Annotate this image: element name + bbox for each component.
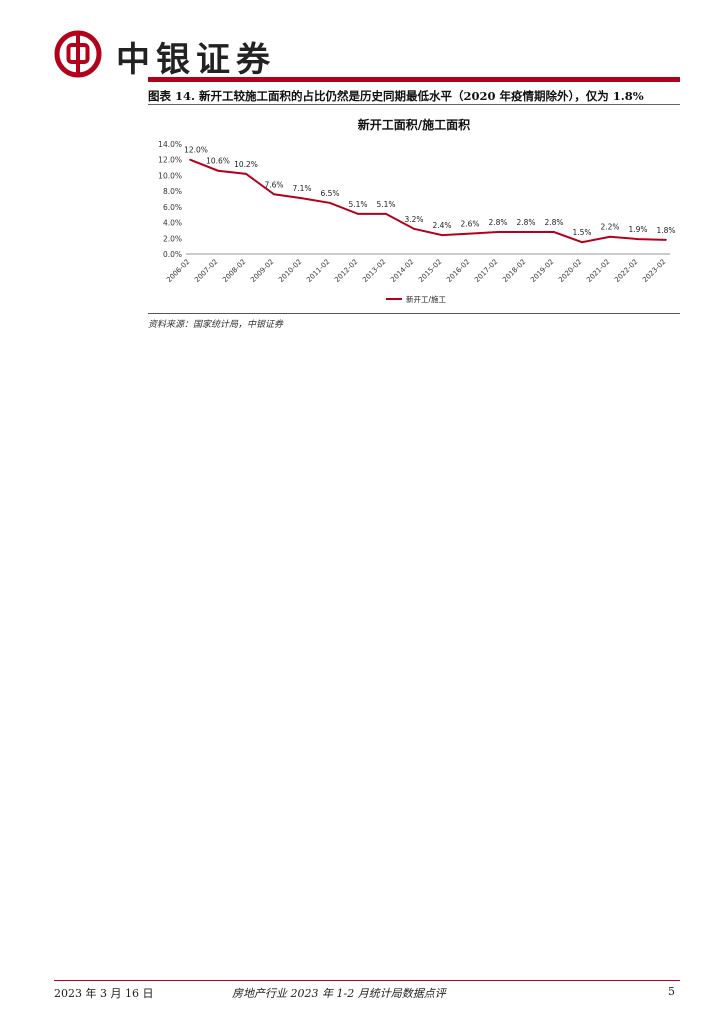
y-tick-label: 6.0% bbox=[163, 203, 182, 212]
data-point bbox=[609, 235, 611, 238]
data-point bbox=[581, 241, 583, 244]
data-label: 7.6% bbox=[264, 180, 283, 189]
footer-report-title: 房地产行业 2023 年 1-2 月统计局数据点评 bbox=[232, 987, 446, 1000]
x-tick-label: 2008-02 bbox=[221, 258, 247, 284]
x-tick-label: 2020-02 bbox=[557, 258, 583, 284]
footer-date: 2023 年 3 月 16 日 bbox=[54, 987, 154, 1000]
data-label: 6.5% bbox=[320, 189, 339, 198]
page-number: 5 bbox=[668, 985, 675, 998]
x-tick-label: 2014-02 bbox=[389, 258, 415, 284]
data-label: 2.8% bbox=[488, 218, 507, 227]
data-point bbox=[637, 238, 639, 240]
data-label: 10.6% bbox=[206, 157, 230, 166]
data-point bbox=[245, 173, 247, 175]
x-tick-label: 2018-02 bbox=[501, 258, 527, 284]
x-tick-label: 2015-02 bbox=[417, 258, 443, 284]
data-point bbox=[553, 231, 555, 233]
data-point bbox=[413, 228, 415, 230]
data-point bbox=[217, 169, 219, 172]
data-point bbox=[525, 231, 527, 233]
x-tick-label: 2010-02 bbox=[277, 258, 303, 284]
data-point bbox=[329, 202, 331, 204]
data-label: 2.8% bbox=[516, 218, 535, 227]
x-tick-label: 2009-02 bbox=[249, 258, 275, 284]
data-label: 2.4% bbox=[432, 221, 451, 230]
data-label: 1.5% bbox=[572, 228, 591, 237]
series-line bbox=[189, 158, 667, 244]
data-label: 2.6% bbox=[460, 220, 479, 229]
data-point bbox=[385, 213, 387, 215]
y-tick-label: 10.0% bbox=[158, 171, 182, 180]
data-label: 5.1% bbox=[376, 200, 395, 209]
header-rule bbox=[148, 77, 680, 82]
brand-name: 中银证券 bbox=[116, 40, 276, 80]
data-point bbox=[189, 158, 191, 161]
x-tick-label: 2016-02 bbox=[445, 258, 471, 284]
legend-label: 新开工/施工 bbox=[406, 294, 447, 304]
bottom-rule bbox=[148, 313, 680, 314]
x-tick-label: 2022-02 bbox=[613, 258, 639, 284]
bank-logo-icon bbox=[54, 30, 102, 78]
x-tick-label: 2012-02 bbox=[333, 258, 359, 284]
data-label: 1.8% bbox=[656, 226, 675, 235]
data-label: 10.2% bbox=[234, 160, 258, 169]
data-point bbox=[497, 231, 499, 233]
x-tick-label: 2023-02 bbox=[641, 258, 667, 284]
data-point bbox=[357, 213, 359, 215]
x-tick-label: 2019-02 bbox=[529, 258, 555, 284]
data-point bbox=[665, 239, 667, 241]
y-tick-label: 8.0% bbox=[163, 187, 182, 196]
data-label: 7.1% bbox=[292, 184, 311, 193]
x-tick-label: 2006-02 bbox=[165, 258, 191, 284]
chart-container: 新开工面积/施工面积 0.0% 2.0% 4.0% 6.0% 8.0% 10.0% 12.0… bbox=[148, 106, 680, 312]
data-label: 1.9% bbox=[628, 225, 647, 234]
data-label: 2.2% bbox=[600, 223, 619, 232]
figure-source: 资料来源：国家统计局，中银证券 bbox=[148, 320, 284, 330]
chart-title: 新开工面积/施工面积 bbox=[357, 118, 471, 132]
y-tick-label: 4.0% bbox=[163, 219, 182, 228]
title-rule bbox=[148, 104, 680, 105]
x-tick-label: 2013-02 bbox=[361, 258, 387, 284]
x-tick-label: 2017-02 bbox=[473, 258, 499, 284]
y-tick-label: 0.0% bbox=[163, 250, 182, 259]
x-tick-label: 2011-02 bbox=[305, 258, 331, 284]
y-tick-label: 14.0% bbox=[158, 140, 182, 149]
data-label: 3.2% bbox=[404, 215, 423, 224]
line-chart: 0.0%2.0%4.0%6.0%8.0%10.0%12.0%14.0%2006-… bbox=[158, 140, 675, 304]
y-tick-label: 12.0% bbox=[158, 156, 182, 165]
footer-rule bbox=[54, 980, 680, 981]
data-label: 12.0% bbox=[184, 146, 208, 155]
data-point bbox=[273, 193, 275, 196]
page-header: 中银证券 bbox=[54, 30, 680, 82]
x-tick-label: 2007-02 bbox=[193, 258, 219, 284]
figure-title: 图表 14. 新开工较施工面积的占比仍然是历史同期最低水平（2020 年疫情期除… bbox=[148, 89, 644, 103]
data-point bbox=[469, 232, 471, 235]
y-tick-label: 2.0% bbox=[163, 234, 182, 243]
data-label: 2.8% bbox=[544, 218, 563, 227]
data-point bbox=[301, 197, 303, 200]
data-point bbox=[441, 234, 443, 236]
x-tick-label: 2021-02 bbox=[585, 258, 611, 284]
data-label: 5.1% bbox=[348, 200, 367, 209]
